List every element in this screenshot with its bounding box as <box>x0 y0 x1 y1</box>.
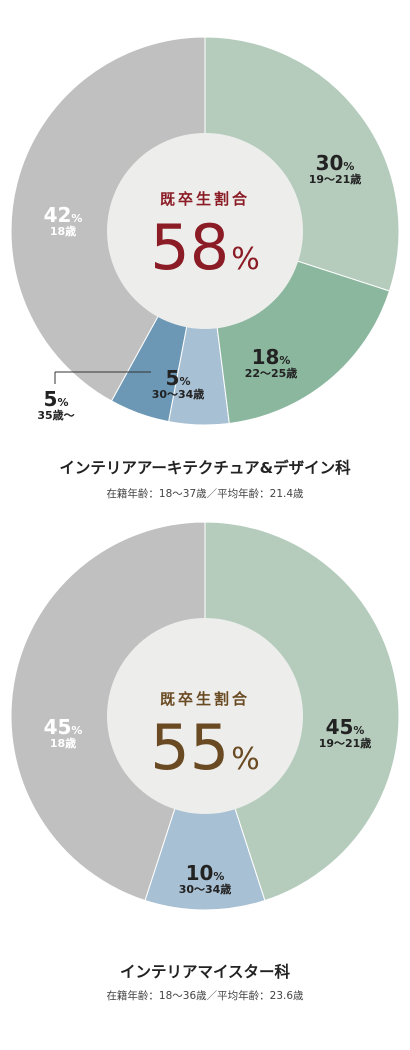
segment-value: 45 <box>43 715 72 739</box>
center-caption-1: 既卒生割合 58% <box>0 188 410 291</box>
center-value: 58 <box>150 211 230 284</box>
segment-label: 18% 22〜25歳 <box>236 346 306 380</box>
segment-value: 45 <box>325 715 354 739</box>
chart-subtitle: 在籍年齢：18〜36歳／平均年齢：23.6歳 <box>106 990 304 1002</box>
segment-age: 35歳〜 <box>37 409 75 422</box>
center-label: 既卒生割合 <box>159 190 250 208</box>
segment-age: 19〜21歳 <box>308 173 362 186</box>
center-percentage: 55% <box>0 717 410 791</box>
chart-title: インテリアマイスター科 <box>119 963 291 981</box>
segment-value: 30 <box>315 151 344 175</box>
segment-unit: % <box>353 724 365 737</box>
segment-age: 18歳 <box>49 225 77 238</box>
segment-unit: % <box>71 212 83 225</box>
donut-center <box>107 133 303 329</box>
segment-unit: % <box>57 396 69 409</box>
segment-unit: % <box>279 354 291 367</box>
donut-chart-1 <box>10 36 400 426</box>
center-caption-2: 既卒生割合 55% <box>0 688 410 791</box>
segment-age: 18歳 <box>49 737 77 750</box>
segment-label: 10% 30〜34歳 <box>170 862 240 896</box>
chart-block-1: 既卒生割合 58% 30% 19〜21歳 18% 22〜25歳 5% 30〜34… <box>0 0 410 520</box>
segment-age: 30〜34歳 <box>151 388 205 401</box>
segment-value: 5 <box>165 366 180 390</box>
chart-subtitle: 在籍年齢：18〜37歳／平均年齢：21.4歳 <box>106 488 304 500</box>
segment-value: 5 <box>43 387 58 411</box>
center-unit: % <box>231 742 260 777</box>
center-percentage: 58% <box>0 217 410 291</box>
segment-label: 30% 19〜21歳 <box>300 152 370 186</box>
segment-unit: % <box>213 870 225 883</box>
chart-title: インテリアアーキテクチュア&デザイン科 <box>59 459 351 477</box>
segment-age: 30〜34歳 <box>178 883 232 896</box>
segment-value: 42 <box>43 203 72 227</box>
segment-label: 42% 18歳 <box>30 204 96 238</box>
segment-age: 19〜21歳 <box>318 737 372 750</box>
segment-unit: % <box>179 375 191 388</box>
segment-value: 18 <box>251 345 280 369</box>
donut-chart-2 <box>10 521 400 911</box>
donut-center <box>107 618 303 814</box>
segment-label: 5% 35歳〜 <box>28 388 84 422</box>
segment-label: 45% 18歳 <box>30 716 96 750</box>
segment-label: 5% 30〜34歳 <box>146 367 210 401</box>
chart-block-2: 既卒生割合 55% 45% 19〜21歳 10% 30〜34歳 45% 18歳 … <box>0 520 410 1050</box>
segment-unit: % <box>71 724 83 737</box>
center-unit: % <box>231 242 260 277</box>
segment-label: 45% 19〜21歳 <box>310 716 380 750</box>
segment-unit: % <box>343 160 355 173</box>
segment-value: 10 <box>185 861 214 885</box>
center-value: 55 <box>150 711 230 784</box>
segment-age: 22〜25歳 <box>244 367 298 380</box>
center-label: 既卒生割合 <box>159 690 250 708</box>
